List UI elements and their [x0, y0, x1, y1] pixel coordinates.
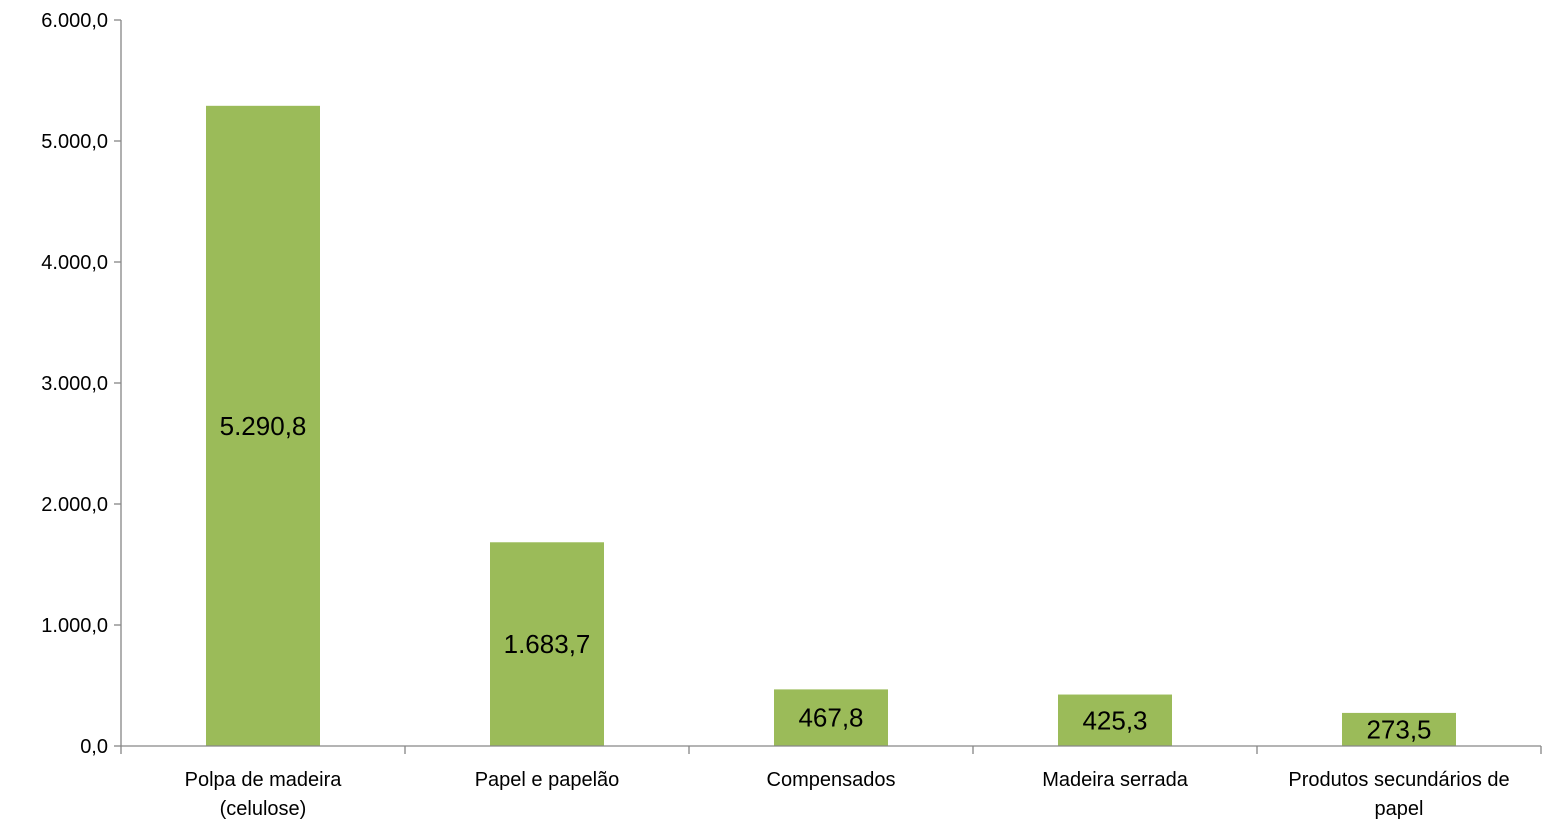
y-tick-label-3: 3.000,0 — [41, 373, 108, 395]
y-tick-label-4: 4.000,0 — [41, 252, 108, 274]
data-label-4: 273,5 — [1366, 714, 1431, 744]
bar-1 — [490, 542, 604, 746]
x-tick-label-line: Papel e papelão — [475, 769, 620, 791]
bar-4 — [1342, 712, 1456, 746]
x-tick-label-line: papel — [1375, 798, 1424, 820]
bar-3 — [1058, 694, 1172, 746]
x-tick-label-1: Papel e papelão — [475, 769, 620, 791]
x-tick-label-2: Compensados — [767, 769, 896, 791]
x-tick-label-line: Madeira serrada — [1042, 769, 1189, 791]
data-label-3: 425,3 — [1082, 705, 1147, 735]
data-label-0: 5.290,8 — [220, 411, 307, 441]
x-tick-label-line: Produtos secundários de — [1288, 769, 1509, 791]
data-label-1: 1.683,7 — [504, 629, 591, 659]
x-tick-label-4: Produtos secundários de papel — [1288, 769, 1509, 820]
x-tick-label-line: Compensados — [767, 769, 896, 791]
y-tick-label-5: 5.000,0 — [41, 131, 108, 153]
x-tick-label-line: Polpa de madeira — [185, 769, 343, 791]
bar-2 — [774, 689, 888, 746]
y-tick-label-2: 2.000,0 — [41, 494, 108, 516]
data-label-2: 467,8 — [798, 703, 863, 733]
y-tick-label-6: 6.000,0 — [41, 10, 108, 32]
bar-0 — [206, 105, 320, 746]
bars-group — [206, 105, 1456, 746]
x-tick-label-0: Polpa de madeira (celulose) — [185, 769, 343, 820]
y-tick-label-0: 0,0 — [80, 736, 108, 758]
y-tick-label-1: 1.000,0 — [41, 615, 108, 637]
axes-group — [114, 19, 1542, 754]
labels-group: 0,0 1.000,0 2.000,0 3.000,0 4.000,0 5.000,0 6.… — [41, 10, 1509, 820]
x-tick-label-line: (celulose) — [220, 798, 307, 820]
x-tick-label-3: Madeira serrada — [1042, 769, 1189, 791]
